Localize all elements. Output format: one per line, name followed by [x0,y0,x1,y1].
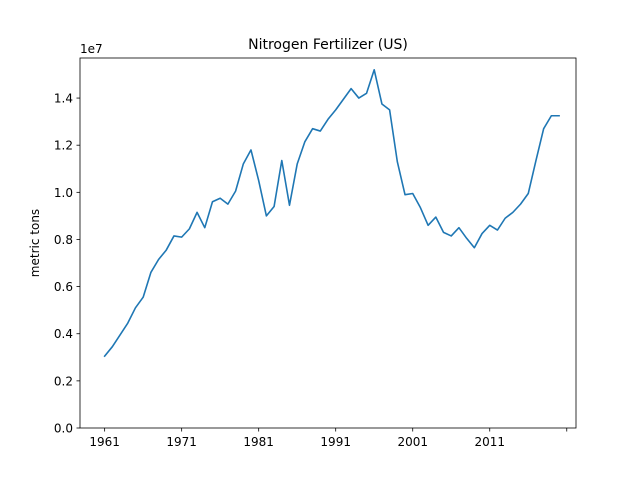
y-tick-label: 1.0 [54,186,73,200]
y-tick-label: 0.4 [54,327,73,341]
x-tick-label: 1981 [243,435,274,449]
y-axis-ticks: 0.0 0.2 0.4 0.6 0.8 1.0 1.2 1.4 [54,92,80,436]
x-tick-label: 1991 [320,435,351,449]
x-tick-label: 2001 [397,435,428,449]
series-line-nitrogen [103,68,560,358]
x-axis-ticks: 1961 1971 1981 1991 2001 2011 [89,428,568,449]
y-tick-label: 0.6 [54,280,73,294]
y-tick-label: 0.2 [54,374,73,388]
chart-title: Nitrogen Fertilizer (US) [248,37,408,53]
y-tick-label: 1.2 [54,139,73,153]
plot-frame [79,57,577,429]
plot-area-background [80,58,576,428]
x-tick-label: 1961 [89,435,120,449]
y-tick-label: 0.0 [54,422,73,436]
y-tick-label: 1.4 [54,92,73,106]
x-tick-label: 2011 [474,435,505,449]
y-tick-label: 0.8 [54,233,73,247]
y-axis-label: metric tons [28,209,42,277]
y-axis-offset-text: 1e7 [80,42,103,56]
x-tick-label: 1971 [166,435,197,449]
